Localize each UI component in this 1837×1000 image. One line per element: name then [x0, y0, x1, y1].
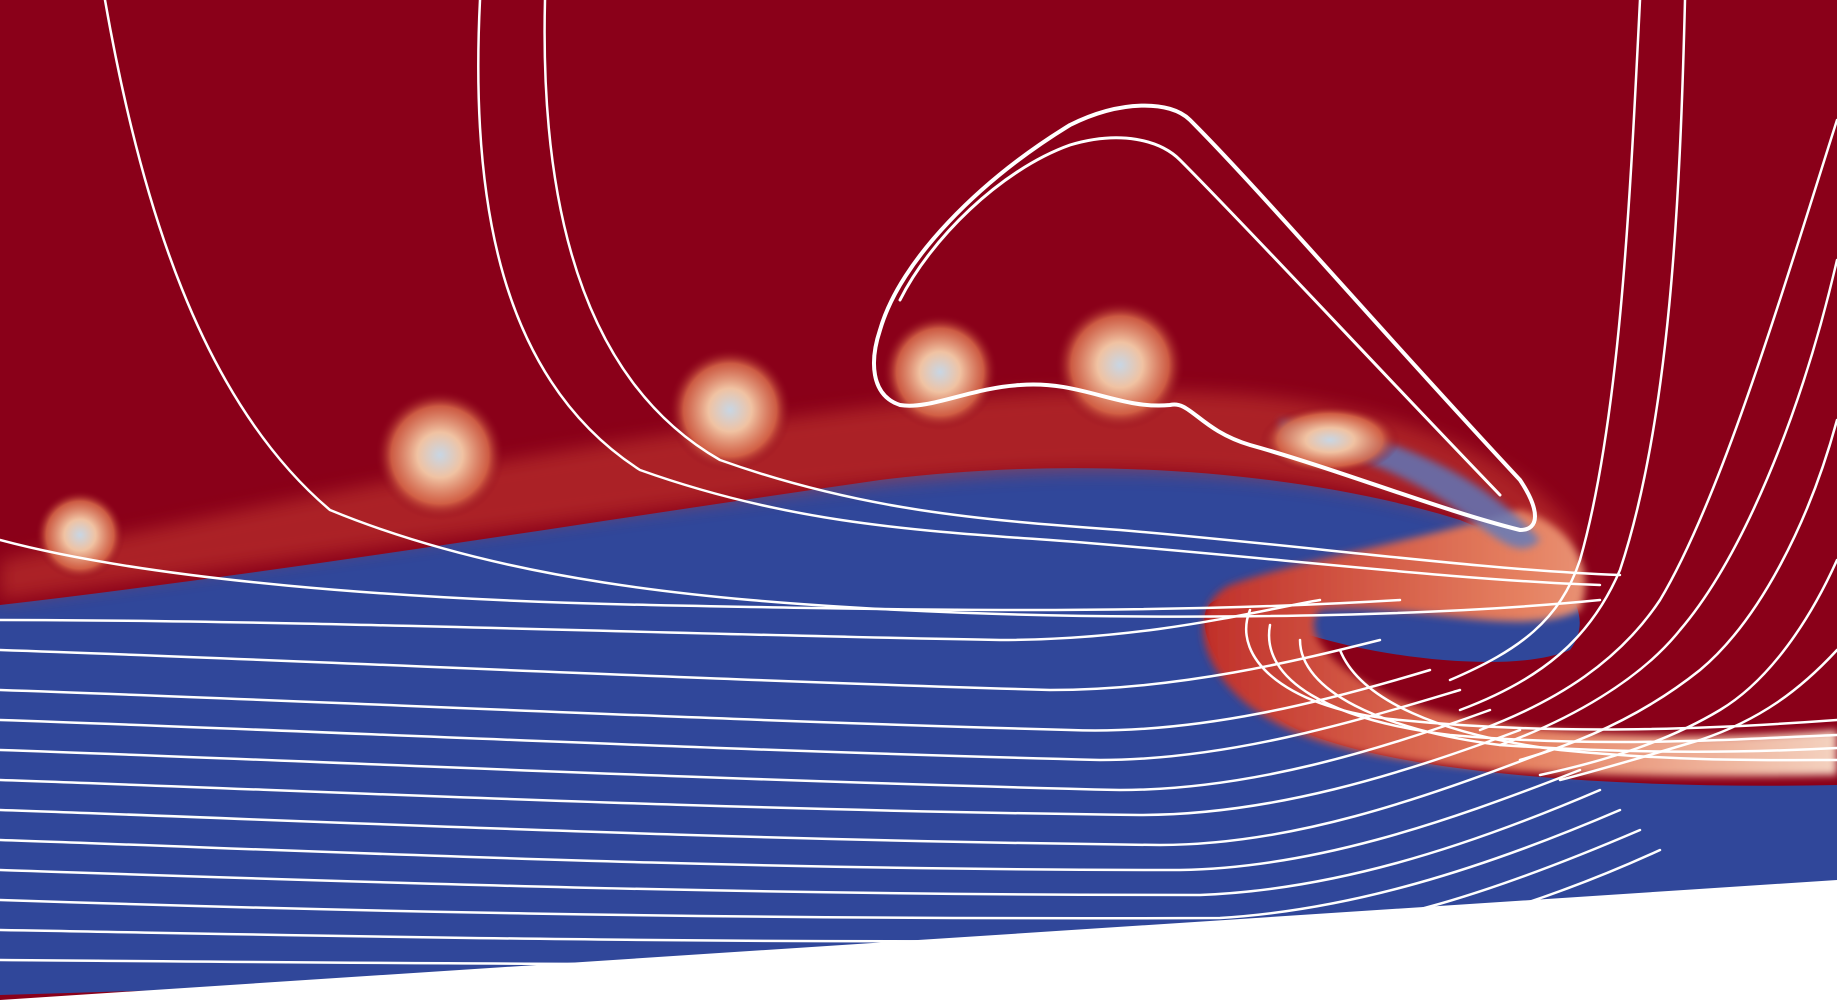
mixing-layer — [0, 390, 1580, 600]
domain-edge — [0, 880, 1837, 1000]
vortex-bubbles — [35, 300, 1400, 580]
streamlines — [0, 0, 1837, 966]
